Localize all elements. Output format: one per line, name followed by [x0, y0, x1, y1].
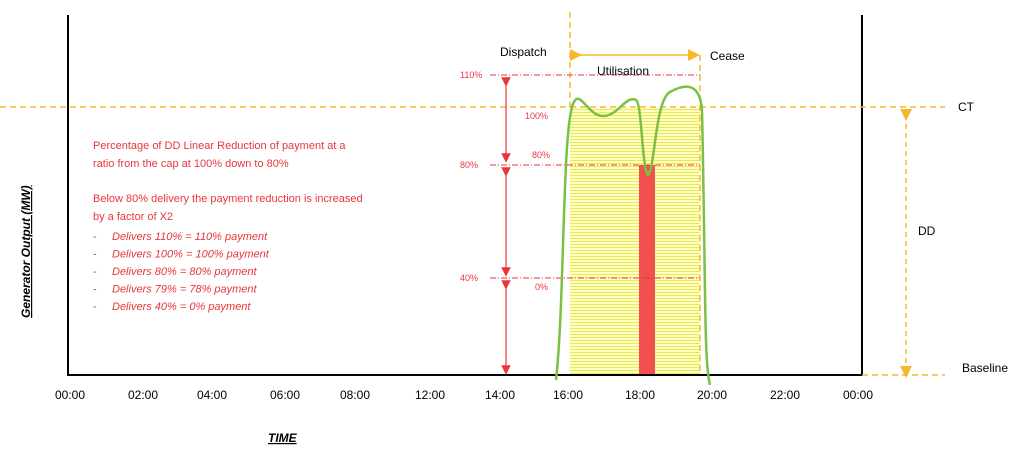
level-label: 40%: [460, 273, 478, 283]
time-label: 22:00: [770, 388, 800, 402]
level-label: 80%: [532, 150, 550, 160]
time-label: 18:00: [625, 388, 655, 402]
bullet: Delivers 100% = 100% payment: [112, 249, 270, 261]
note: Below 80% delivery the payment reduction…: [93, 193, 363, 205]
dd-label: DD: [918, 224, 936, 238]
bullet: Delivers 110% = 110% payment: [112, 231, 268, 243]
bullet-dash: -: [93, 231, 97, 243]
time-label: 14:00: [485, 388, 515, 402]
time-label: 08:00: [340, 388, 370, 402]
bullet-dash: -: [93, 266, 97, 278]
note: by a factor of X2: [93, 211, 173, 223]
note: Percentage of DD Linear Reduction of pay…: [93, 140, 346, 152]
cease-label: Cease: [710, 49, 745, 63]
time-label: 20:00: [697, 388, 727, 402]
note: ratio from the cap at 100% down to 80%: [93, 158, 289, 170]
baseline-label: Baseline: [962, 361, 1008, 375]
shortfall-bar: [639, 165, 655, 375]
bullet: Delivers 79% = 78% payment: [112, 284, 258, 296]
level-label: 0%: [535, 282, 548, 292]
dispatch-label: Dispatch: [500, 45, 547, 59]
level-label: 110%: [460, 70, 482, 80]
time-label: 06:00: [270, 388, 300, 402]
time-label: 00:00: [843, 388, 873, 402]
bullet-dash: -: [93, 249, 97, 261]
time-label: 00:00: [55, 388, 85, 402]
output-curve: [554, 85, 712, 386]
time-label: 12:00: [415, 388, 445, 402]
bullet: Delivers 40% = 0% payment: [112, 301, 251, 313]
level-label: 100%: [525, 111, 548, 121]
x-axis-title: TIME: [268, 431, 298, 445]
time-label: 04:00: [197, 388, 227, 402]
time-label: 16:00: [553, 388, 583, 402]
bullet: Delivers 80% = 80% payment: [112, 266, 258, 278]
utilisation-area: [570, 108, 700, 375]
utilisation-label: Utilisation: [597, 64, 649, 78]
ct-label: CT: [958, 100, 975, 114]
bullet-dash: -: [93, 284, 97, 296]
y-axis-title: Generator Output (MW): [19, 185, 33, 318]
time-label: 02:00: [128, 388, 158, 402]
level-label: 80%: [460, 160, 478, 170]
bullet-dash: -: [93, 301, 97, 313]
level-lines: [490, 74, 700, 279]
